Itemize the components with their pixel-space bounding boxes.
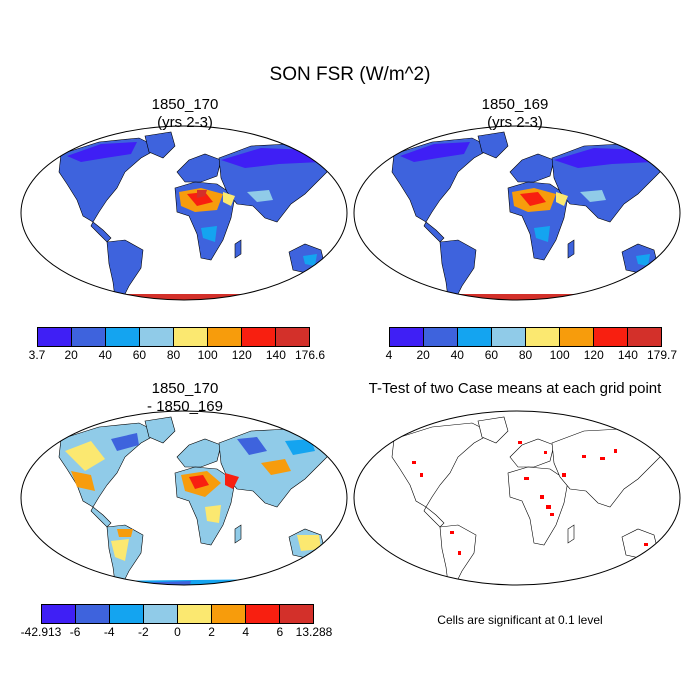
colorbar-tick-label: 40 <box>450 348 464 362</box>
colorbar-tick-label: 40 <box>98 348 112 362</box>
colorbar-tick-label: 0 <box>174 625 181 639</box>
colorbar-tick-label: -6 <box>69 625 81 639</box>
colorbar-tick-label: 4 <box>242 625 250 639</box>
colorbar-tick-label: 80 <box>518 348 533 362</box>
panel-title-line1: 1850_170 <box>151 380 219 397</box>
figure-title: SON FSR (W/m^2) <box>269 64 431 85</box>
map-case2 <box>353 125 681 301</box>
colorbar-swatch <box>390 328 424 346</box>
panel-title-ttest: T-Test of two Case means at each grid po… <box>355 380 675 398</box>
colorbar-tick-label: 60 <box>132 348 147 362</box>
colorbar-tick-label: 3.7 <box>28 348 46 362</box>
colorbar-tick-label: 179.7 <box>646 348 678 362</box>
colorbar-swatch <box>144 605 178 623</box>
colorbar-swatch <box>424 328 458 346</box>
colorbar-tick-label: 4 <box>385 348 393 362</box>
colorbar-swatch <box>560 328 594 346</box>
colorbar-swatch <box>276 328 309 346</box>
colorbar-swatch <box>242 328 276 346</box>
colorbar-tick-label: 140 <box>617 348 638 362</box>
panel-title-line1: 1850_169 <box>481 96 549 113</box>
colorbar-swatch <box>174 328 208 346</box>
map-border <box>353 125 681 301</box>
colorbar-swatch <box>76 605 110 623</box>
colorbar-case2 <box>389 327 662 347</box>
colorbar-swatch <box>208 328 242 346</box>
colorbar-tick-label: 176.6 <box>294 348 326 362</box>
colorbar-tick-label: 120 <box>231 348 252 362</box>
colorbar-swatch <box>280 605 313 623</box>
colorbar-labels-case1: 3.7 20 40 60 80 100 120 140 176.6 <box>29 348 325 364</box>
colorbar-tick-label: 120 <box>583 348 604 362</box>
colorbar-tick-label: 100 <box>549 348 570 362</box>
colorbar-swatch <box>246 605 280 623</box>
map-border <box>353 410 681 586</box>
colorbar-tick-label: 20 <box>416 348 430 362</box>
colorbar-swatch <box>212 605 246 623</box>
colorbar-swatch <box>628 328 661 346</box>
colorbar-tick-label: 100 <box>197 348 218 362</box>
colorbar-swatch <box>106 328 140 346</box>
colorbar-swatch <box>458 328 492 346</box>
colorbar-swatch <box>526 328 560 346</box>
panel-title-line1: T-Test of two Case means at each grid po… <box>368 380 662 397</box>
map-case1 <box>20 125 348 301</box>
panel-title-difference: 1850_170 - 1850_169 <box>25 380 345 416</box>
panel-title-line1: 1850_170 <box>151 96 219 113</box>
colorbar-tick-label: -2 <box>138 625 149 639</box>
colorbar-tick-label: 6 <box>276 625 284 639</box>
map-ttest <box>353 410 681 586</box>
significant-cells <box>412 441 648 555</box>
colorbar-tick-label: -42.913 <box>20 625 62 639</box>
colorbar-tick-label: 80 <box>166 348 181 362</box>
colorbar-tick-label: 60 <box>484 348 499 362</box>
colorbar-swatch <box>140 328 174 346</box>
colorbar-swatch <box>492 328 526 346</box>
map-border <box>20 125 348 301</box>
colorbar-swatch <box>72 328 106 346</box>
colorbar-labels-case2: 4 20 40 60 80 100 120 140 179.7 <box>385 348 677 364</box>
colorbar-difference <box>41 604 314 624</box>
colorbar-labels-difference: -42.913 -6 -4 -2 0 2 4 6 13.288 <box>21 625 333 641</box>
colorbar-tick-label: 2 <box>208 625 215 639</box>
colorbar-tick-label: 20 <box>64 348 78 362</box>
significance-note: Cells are significant at 0.1 level <box>437 613 603 627</box>
map-border <box>20 410 348 586</box>
colorbar-tick-label: 13.288 <box>295 625 333 639</box>
colorbar-swatch <box>42 605 76 623</box>
colorbar-swatch <box>110 605 144 623</box>
colorbar-swatch <box>178 605 212 623</box>
colorbar-tick-label: -4 <box>103 625 115 639</box>
panel-title-line2: - 1850_169 <box>147 398 223 415</box>
colorbar-case1 <box>37 327 310 347</box>
colorbar-tick-label: 140 <box>265 348 286 362</box>
colorbar-swatch <box>38 328 72 346</box>
colorbar-swatch <box>594 328 628 346</box>
map-difference <box>20 410 348 586</box>
